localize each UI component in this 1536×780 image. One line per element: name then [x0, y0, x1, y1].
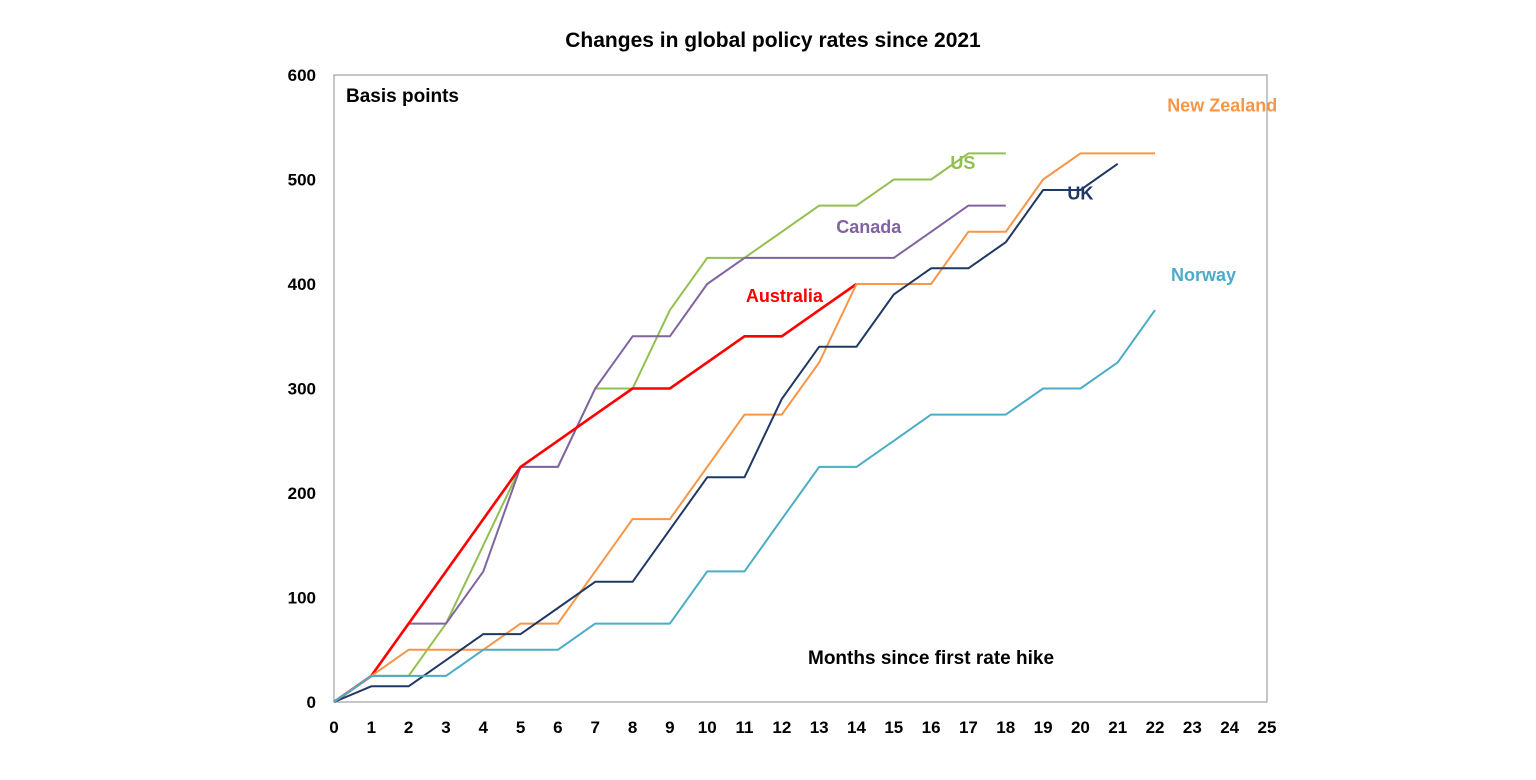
series-label-canada: Canada — [836, 217, 902, 237]
series-lines — [333, 152, 1156, 704]
series-label-norway: Norway — [1171, 265, 1236, 285]
y-tick-label: 100 — [288, 589, 316, 608]
x-tick-label: 21 — [1108, 718, 1127, 737]
x-tick-label: 20 — [1071, 718, 1090, 737]
series-line-australia — [333, 282, 858, 704]
x-tick-label: 7 — [591, 718, 600, 737]
x-tick-label: 23 — [1183, 718, 1202, 737]
series-label-new-zealand: New Zealand — [1167, 96, 1277, 116]
x-tick-label: 13 — [810, 718, 829, 737]
x-tick-label: 8 — [628, 718, 637, 737]
y-axis-ticks: 0 100 200 300 400 500 600 — [288, 66, 316, 712]
x-tick-label: 15 — [884, 718, 903, 737]
x-tick-label: 22 — [1146, 718, 1165, 737]
y-tick-label: 0 — [307, 693, 316, 712]
series-labels: US Canada Australia New Zealand UK Norway — [746, 96, 1277, 306]
series-line-canada — [333, 204, 1006, 703]
y-tick-label: 200 — [288, 484, 316, 503]
x-tick-label: 2 — [404, 718, 413, 737]
x-tick-label: 17 — [959, 718, 978, 737]
x-tick-label: 19 — [1034, 718, 1053, 737]
series-line-uk — [333, 162, 1119, 703]
x-tick-label: 25 — [1258, 718, 1277, 737]
x-tick-label: 9 — [665, 718, 674, 737]
x-tick-label: 18 — [996, 718, 1015, 737]
x-tick-label: 24 — [1220, 718, 1239, 737]
chart-title: Changes in global policy rates since 202… — [565, 29, 981, 52]
x-tick-label: 11 — [736, 718, 754, 737]
series-label-australia: Australia — [746, 286, 824, 306]
y-tick-label: 500 — [288, 171, 316, 190]
x-tick-label: 12 — [772, 718, 791, 737]
x-tick-label: 0 — [329, 718, 338, 737]
plot-area-frame — [333, 74, 1268, 703]
series-line-norway — [333, 309, 1156, 703]
y-axis-label: Basis points — [346, 86, 459, 107]
x-tick-label: 4 — [479, 718, 489, 737]
y-tick-label: 400 — [288, 275, 316, 294]
x-tick-label: 5 — [516, 718, 525, 737]
x-tick-label: 14 — [847, 718, 866, 737]
series-line-new-zealand — [333, 152, 1155, 703]
x-tick-label: 16 — [922, 718, 941, 737]
x-tick-label: 1 — [367, 718, 376, 737]
x-axis-label: Months since first rate hike — [808, 648, 1054, 669]
series-label-us: US — [950, 153, 975, 173]
x-tick-label: 10 — [698, 718, 717, 737]
series-line-us — [333, 152, 1006, 703]
series-label-uk: UK — [1067, 183, 1093, 203]
x-tick-label: 3 — [441, 718, 450, 737]
x-axis-ticks: 0 1 2 3 4 5 6 7 8 9 10 11 12 13 14 15 16 17 18 19 20 21 22 23 24… — [329, 718, 1276, 737]
y-tick-label: 300 — [288, 380, 316, 399]
x-tick-label: 6 — [553, 718, 562, 737]
y-tick-label: 600 — [288, 66, 316, 85]
